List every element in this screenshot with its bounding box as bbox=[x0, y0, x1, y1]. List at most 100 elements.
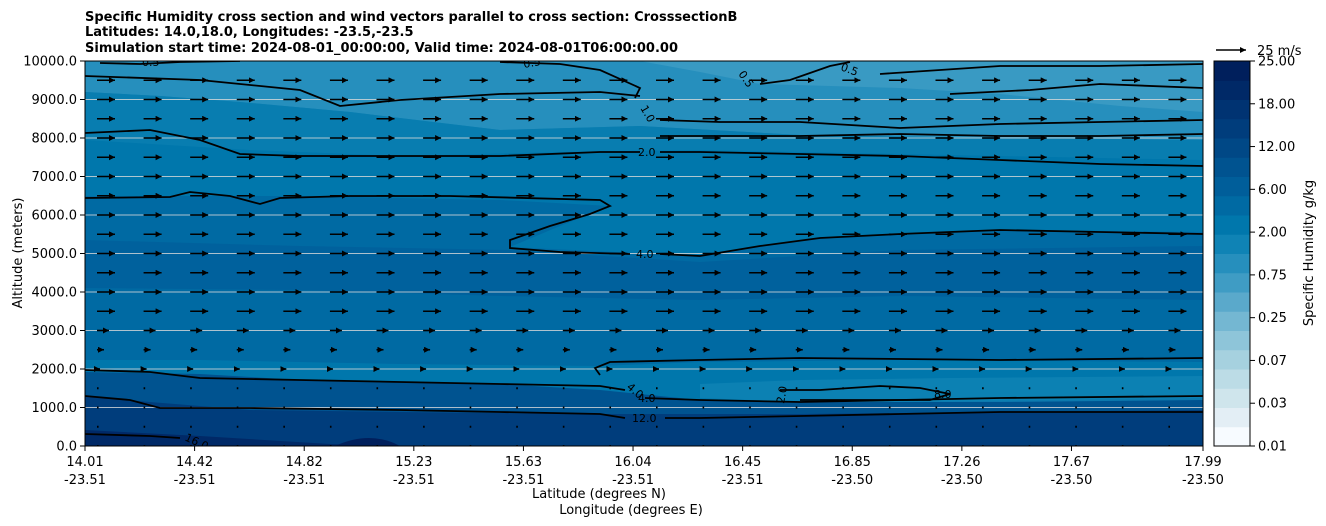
wind-vector bbox=[190, 425, 192, 428]
wind-vector bbox=[1075, 406, 1077, 409]
y-axis-label: Altitude (meters) bbox=[11, 198, 26, 309]
wind-vector bbox=[1075, 425, 1077, 428]
colorbar-tick-label: 0.75 bbox=[1258, 268, 1287, 283]
contour-line-2.0 bbox=[85, 129, 1203, 167]
wind-vector bbox=[469, 425, 472, 428]
wind-vector bbox=[97, 425, 99, 428]
wind-vector bbox=[1075, 387, 1077, 390]
contour-label: 4.0 bbox=[636, 248, 654, 261]
contour-fill-middle-core bbox=[85, 240, 1203, 300]
colorbar-tick-label: 0.07 bbox=[1258, 354, 1287, 369]
colorbar-segment bbox=[1214, 253, 1250, 274]
wind-vector bbox=[888, 387, 891, 390]
colorbar-segment bbox=[1214, 369, 1250, 389]
wind-vector bbox=[702, 406, 705, 409]
contour-label: 2.0 bbox=[638, 146, 656, 159]
wind-vector bbox=[842, 425, 844, 428]
wind-vector bbox=[749, 406, 751, 409]
wind-vector bbox=[1121, 406, 1124, 409]
wind-vector bbox=[935, 425, 938, 428]
x-tick-label-lat: 16.85 bbox=[834, 455, 871, 470]
grid-lines bbox=[85, 99, 1203, 408]
colorbar bbox=[1214, 61, 1250, 447]
contour-line-12.0 bbox=[85, 395, 1203, 419]
colorbar-segment bbox=[1214, 215, 1250, 235]
contour-fill-upper-mid bbox=[85, 92, 1203, 160]
colorbar-segment bbox=[1214, 349, 1250, 370]
x-tick-label-lat: 17.67 bbox=[1053, 455, 1090, 470]
colorbar-tick-label: 6.00 bbox=[1258, 183, 1287, 198]
x-tick-label-lat: 16.45 bbox=[724, 455, 761, 470]
colorbar-segment bbox=[1214, 157, 1250, 177]
wind-vector bbox=[516, 425, 518, 428]
colorbar-tick-label: 25.00 bbox=[1258, 55, 1295, 70]
wind-vector bbox=[795, 406, 798, 409]
wind-vector bbox=[97, 406, 99, 409]
contour-lines bbox=[85, 61, 1203, 439]
chart-title-line-3: Simulation start time: 2024-08-01_00:00:… bbox=[85, 41, 678, 56]
x-tick-label-lat: 16.04 bbox=[614, 455, 651, 470]
contour-line-0.5-right bbox=[759, 61, 1203, 85]
wind-vector bbox=[97, 387, 99, 390]
contour-fill-dry-pocket bbox=[700, 376, 1203, 402]
contour-fill-surface bbox=[85, 430, 400, 446]
colorbar-segment bbox=[1214, 138, 1250, 158]
wind-vector bbox=[795, 387, 798, 390]
wind-vector bbox=[516, 387, 518, 390]
wind-vector bbox=[283, 387, 285, 390]
wind-vector bbox=[702, 387, 705, 390]
wind-vector bbox=[982, 387, 984, 390]
x-axis-label-longitude: Longitude (degrees E) bbox=[559, 503, 703, 518]
y-tick-label: 10000.0 bbox=[23, 55, 77, 70]
wind-vector bbox=[935, 387, 938, 390]
x-tick-label-lat: 14.42 bbox=[176, 455, 213, 470]
contour-line-4.0-upper bbox=[85, 191, 1203, 257]
wind-vector bbox=[1168, 406, 1171, 409]
contour-fill-boundary-moist bbox=[85, 396, 1203, 446]
y-tick-label: 4000.0 bbox=[32, 286, 78, 301]
wind-vector bbox=[749, 387, 751, 390]
colorbar-segment bbox=[1214, 61, 1250, 81]
wind-vector bbox=[516, 406, 518, 409]
contour-label: 0.5 bbox=[522, 55, 541, 71]
colorbar-segment bbox=[1214, 118, 1250, 139]
wind-vector bbox=[935, 406, 938, 409]
colorbar-segment bbox=[1214, 195, 1250, 216]
colorbar-tick-label: 0.25 bbox=[1258, 311, 1287, 326]
colorbar-segment bbox=[1214, 388, 1250, 408]
y-tick-label: 1000.0 bbox=[32, 401, 78, 416]
wind-vector bbox=[656, 425, 658, 428]
x-tick-label-lon: -23.50 bbox=[831, 473, 873, 488]
wind-vector bbox=[888, 425, 891, 428]
wind-vector bbox=[1028, 387, 1031, 390]
x-tick-label-lon: -23.51 bbox=[502, 473, 544, 488]
y-tick-label: 3000.0 bbox=[32, 324, 78, 339]
wind-vector bbox=[1121, 425, 1124, 428]
colorbar-tick-label: 2.00 bbox=[1258, 226, 1287, 241]
wind-vector bbox=[1028, 406, 1031, 409]
contour-line-1.0 bbox=[85, 75, 1203, 129]
chart-title-line-2: Latitudes: 14.0,18.0, Longitudes: -23.5,… bbox=[85, 25, 414, 40]
wind-vector bbox=[283, 406, 285, 409]
x-tick-label-lat: 14.01 bbox=[66, 455, 103, 470]
x-tick-label-lon: -23.50 bbox=[941, 473, 983, 488]
wind-vector bbox=[190, 387, 192, 390]
colorbar-segment bbox=[1214, 176, 1250, 197]
wind-vector bbox=[1168, 425, 1171, 428]
wind-vector bbox=[143, 406, 146, 409]
x-axis-label-latitude: Latitude (degrees N) bbox=[532, 487, 666, 502]
wind-vector bbox=[236, 425, 239, 428]
wind-vector bbox=[1028, 425, 1031, 428]
contour-label: 8.0 bbox=[934, 388, 952, 401]
x-tick-label-lon: -23.51 bbox=[393, 473, 435, 488]
wind-vector bbox=[143, 387, 146, 390]
colorbar-segment bbox=[1214, 426, 1250, 447]
wind-vector bbox=[982, 406, 984, 409]
wind-vector bbox=[283, 425, 285, 428]
wind-vector bbox=[842, 406, 844, 409]
y-axis: 0.0 1000.0 2000.0 3000.0 4000.0 5000.0 6000.0 7… bbox=[23, 55, 85, 455]
wind-vector bbox=[423, 406, 425, 409]
wind-vector bbox=[888, 406, 891, 409]
x-tick-label-lon: -23.51 bbox=[283, 473, 325, 488]
